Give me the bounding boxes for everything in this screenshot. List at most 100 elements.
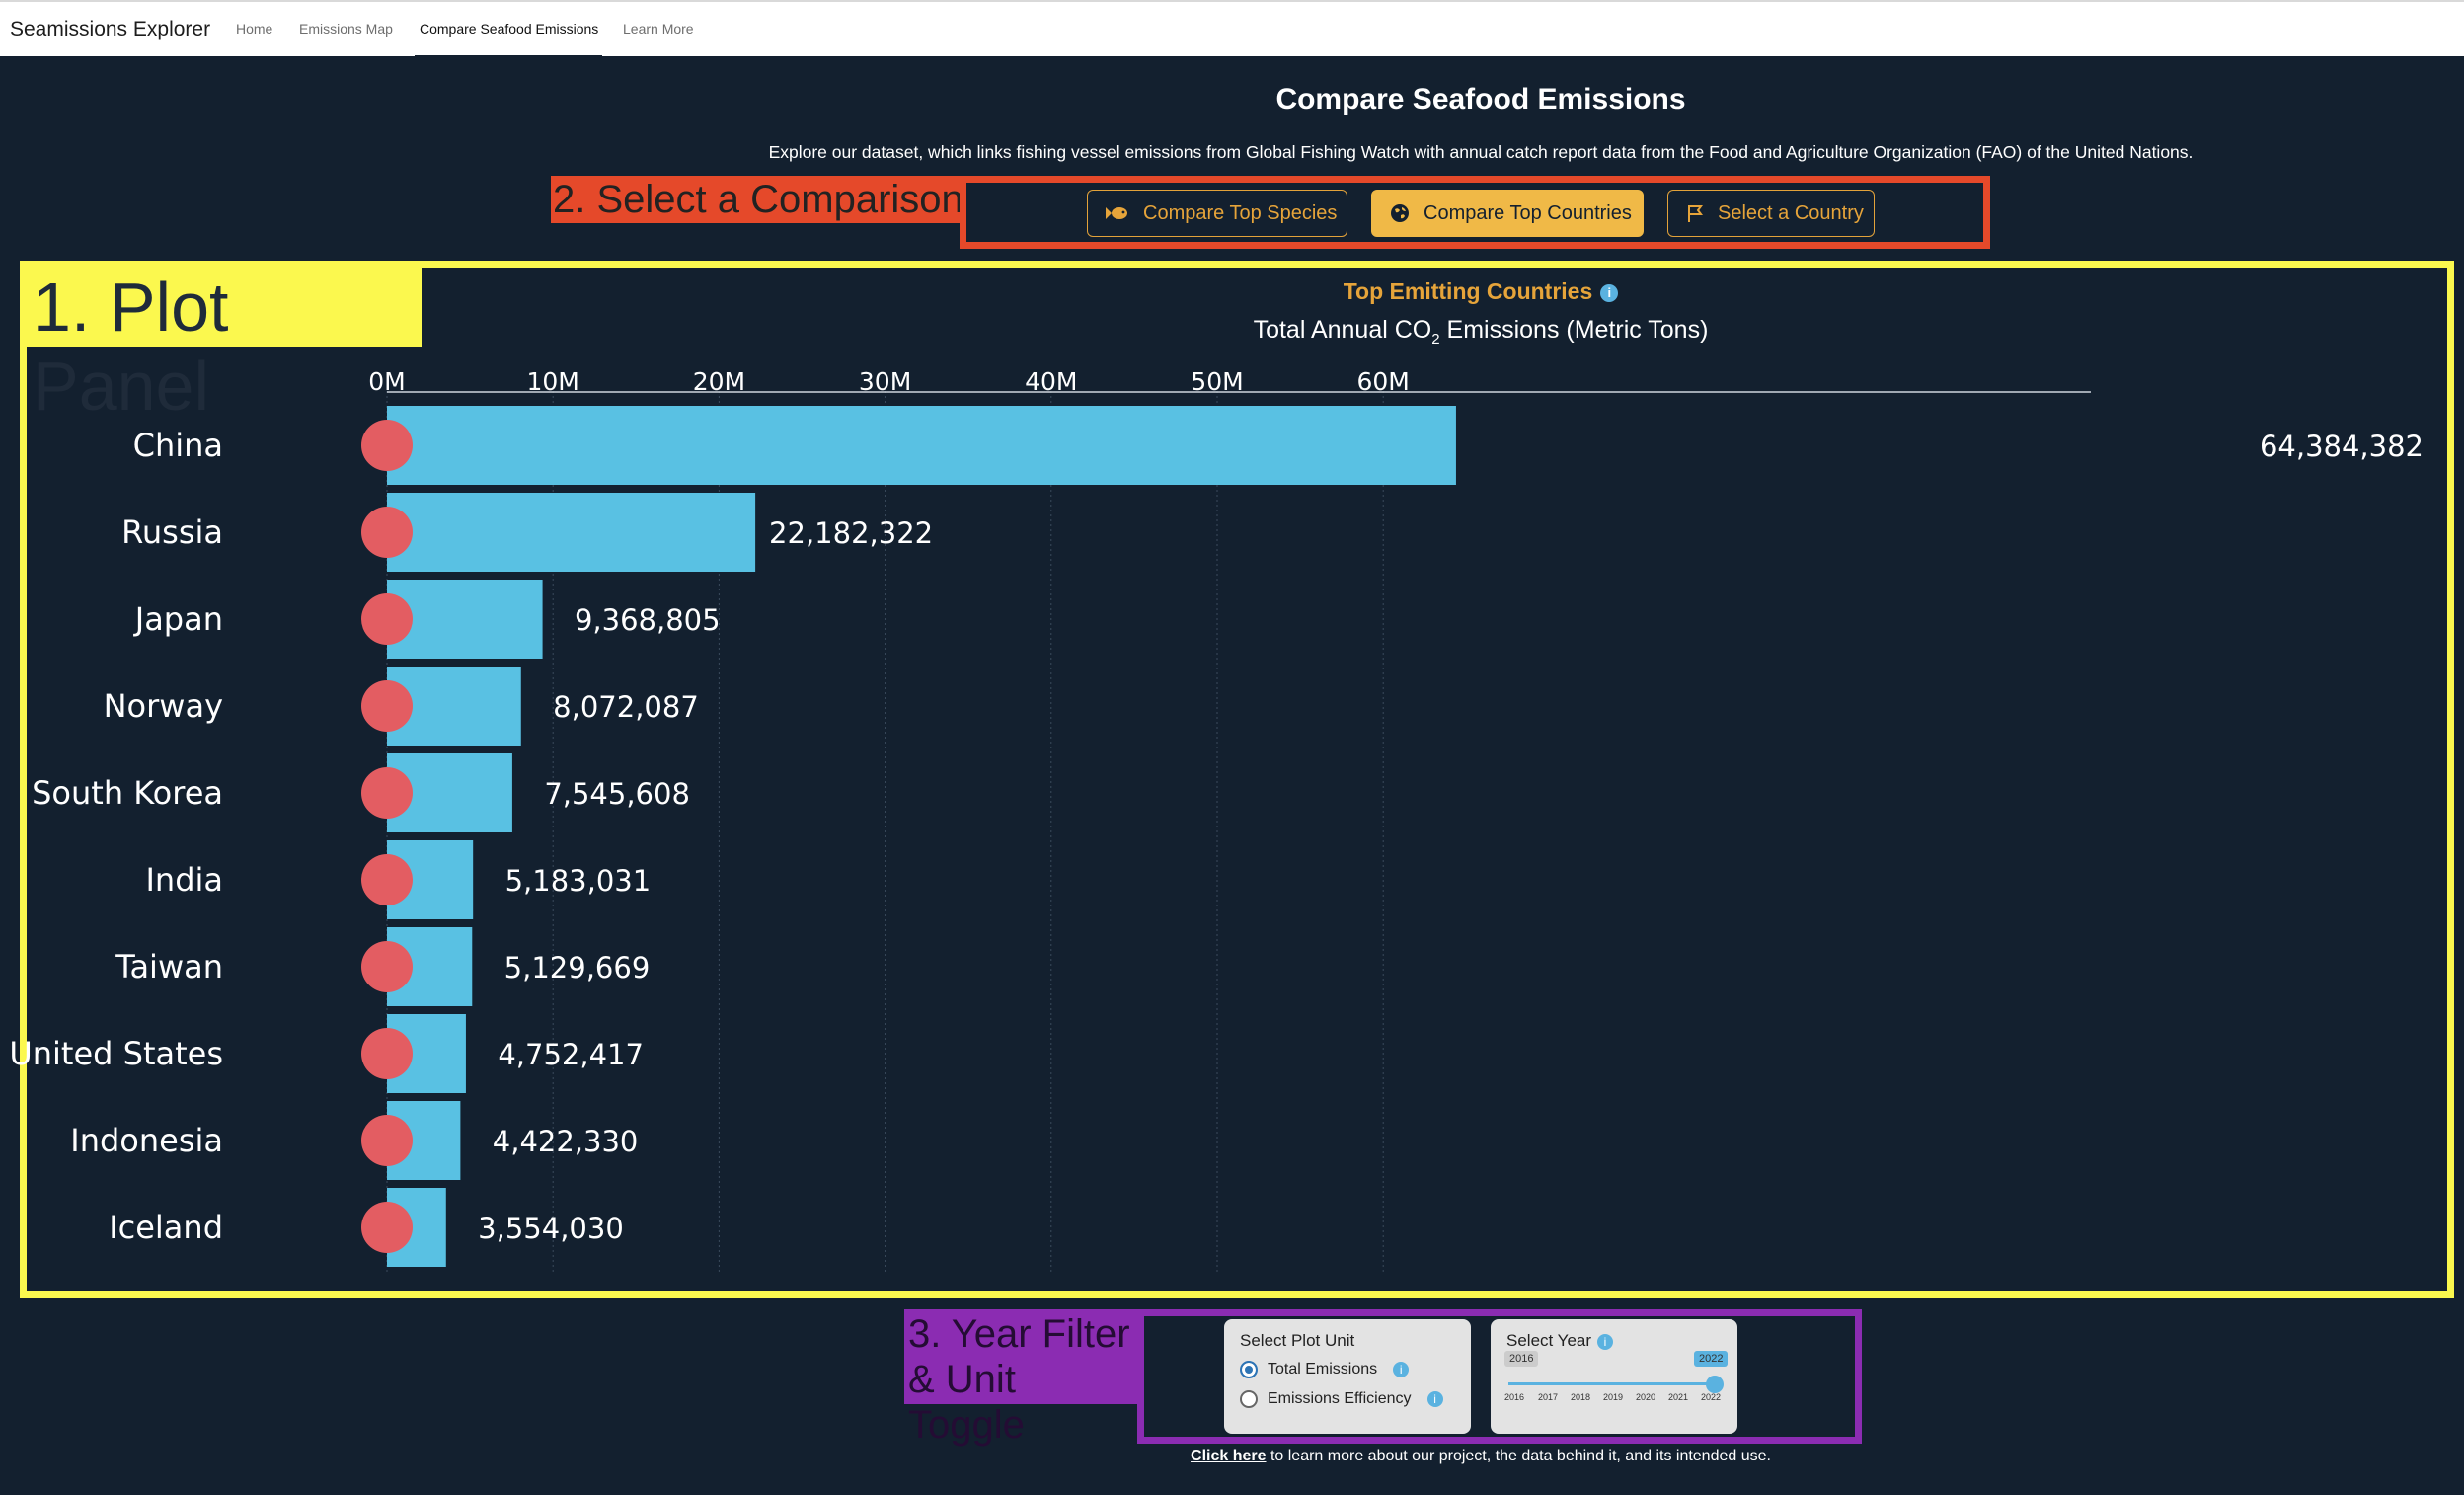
radio-emissions-efficiency[interactable]: [1240, 1390, 1258, 1408]
info-icon[interactable]: i: [1393, 1362, 1410, 1377]
category-label: Indonesia: [70, 1122, 223, 1159]
category-label: Iceland: [109, 1209, 223, 1246]
unit-option-total[interactable]: Total Emissions i: [1240, 1361, 1410, 1378]
annotation-year-filter: 3. Year Filter & Unit Toggle: [904, 1309, 1141, 1447]
info-icon[interactable]: i: [1426, 1391, 1443, 1407]
chart-subtitle-pre: Total Annual CO: [1253, 316, 1432, 344]
annotation-box-plot-panel: [20, 261, 2454, 1298]
flag-icon: [1688, 205, 1703, 222]
value-label: 4,422,330: [493, 1125, 639, 1158]
year-tick: 2022: [1701, 1392, 1722, 1402]
x-tick-label: 10M: [527, 367, 579, 396]
bar: [387, 580, 543, 659]
year-slider-track[interactable]: [1508, 1382, 1716, 1385]
year-tick: 2017: [1538, 1392, 1559, 1402]
unit-option-efficiency-label: Emissions Efficiency: [1268, 1390, 1412, 1407]
year-tick: 2018: [1571, 1392, 1591, 1402]
year-tick: 2020: [1636, 1392, 1656, 1402]
compare-top-species-button[interactable]: Compare Top Species: [1087, 190, 1348, 237]
flag-icon: [361, 767, 413, 819]
value-label: 9,368,805: [575, 603, 721, 637]
chart-subtitle: Total Annual CO2 Emissions (Metric Tons): [1086, 316, 1876, 348]
top-navbar: Seamissions Explorer Home Emissions Map …: [0, 0, 2464, 58]
radio-total-emissions[interactable]: [1240, 1361, 1258, 1378]
annotation-year-filter-line2: & Unit Toggle: [908, 1358, 1025, 1447]
year-title-text: Select Year: [1506, 1331, 1592, 1350]
category-label: Taiwan: [115, 948, 223, 985]
globe-icon: [1391, 204, 1409, 222]
x-tick-label: 60M: [1357, 367, 1410, 396]
footer-note: Click here to learn more about our proje…: [888, 1448, 2073, 1465]
chart-subtitle-post: Emissions (Metric Tons): [1439, 316, 1709, 344]
nav-compare-seafood-emissions[interactable]: Compare Seafood Emissions: [420, 21, 599, 37]
fish-icon: [1106, 207, 1127, 219]
learn-more-link[interactable]: Click here: [1191, 1448, 1267, 1464]
flag-icon: [361, 854, 413, 905]
page-subtitle: Explore our dataset, which links fishing…: [768, 142, 2194, 162]
nav-emissions-map[interactable]: Emissions Map: [299, 21, 393, 37]
year-tick: 2016: [1504, 1392, 1525, 1402]
category-label: China: [133, 427, 223, 464]
flag-icon: [361, 593, 413, 645]
year-selected-chip: 2022: [1694, 1351, 1729, 1367]
x-tick-label: 20M: [693, 367, 745, 396]
annotation-box-year-filter: [1137, 1309, 1862, 1444]
year-slider-handle[interactable]: [1706, 1376, 1724, 1393]
value-label: 5,129,669: [504, 951, 651, 984]
chart-title: Top Emitting Countries i: [1086, 278, 1876, 305]
value-label: 8,072,087: [553, 690, 699, 724]
flag-icon: [361, 1202, 413, 1253]
brand-title[interactable]: Seamissions Explorer: [10, 18, 211, 40]
category-label: Norway: [104, 687, 223, 725]
annotation-plot-panel: 1. Plot Panel: [27, 268, 422, 425]
category-label: Russia: [121, 513, 223, 551]
unit-option-total-label: Total Emissions: [1268, 1361, 1378, 1377]
value-label: 4,752,417: [498, 1038, 644, 1071]
bar: [387, 493, 756, 572]
info-icon[interactable]: i: [1597, 1334, 1614, 1350]
flag-icon: [361, 1028, 413, 1079]
x-tick-label: 30M: [859, 367, 911, 396]
bar-chart: 0M 10M 20M 30M 40M 50M 60M China 64,384,382 Russi…: [9, 367, 2424, 1274]
year-tick: 2019: [1603, 1392, 1624, 1402]
value-label: 3,554,030: [478, 1212, 624, 1245]
compare-top-countries-label: Compare Top Countries: [1424, 201, 1632, 224]
year-title: Select Year i: [1506, 1331, 1614, 1351]
nav-home[interactable]: Home: [236, 21, 273, 37]
footer-rest: to learn more about our project, the dat…: [1266, 1448, 1771, 1464]
chart-subtitle-sub: 2: [1431, 331, 1440, 348]
plot-unit-panel: Select Plot Unit Total Emissions i Emiss…: [1224, 1319, 1471, 1434]
flag-icon: [361, 507, 413, 558]
annotation-box-select-comparison: [960, 176, 1990, 249]
active-nav-underline: [415, 55, 602, 58]
info-icon[interactable]: i: [1600, 284, 1619, 302]
chart-title-text: Top Emitting Countries: [1343, 278, 1593, 304]
x-tick-label: 40M: [1025, 367, 1077, 396]
year-tick: 2021: [1668, 1392, 1689, 1402]
category-label: India: [145, 861, 223, 899]
annotation-year-filter-line1: 3. Year Filter: [908, 1312, 1130, 1356]
value-label: 64,384,382: [2260, 430, 2424, 463]
compare-top-countries-button[interactable]: Compare Top Countries: [1371, 190, 1644, 237]
select-country-button[interactable]: Select a Country: [1667, 190, 1875, 237]
page-title: Compare Seafood Emissions: [1275, 83, 1686, 116]
nav-learn-more[interactable]: Learn More: [623, 21, 694, 37]
year-min-chip: 2016: [1504, 1351, 1539, 1367]
plot-unit-title: Select Plot Unit: [1240, 1331, 1355, 1350]
unit-option-efficiency[interactable]: Emissions Efficiency i: [1240, 1390, 1443, 1408]
x-tick-label: 50M: [1191, 367, 1243, 396]
year-panel: Select Year i 2016 2022 2016 2017 2018 20…: [1491, 1319, 1737, 1434]
compare-top-species-label: Compare Top Species: [1143, 201, 1338, 224]
category-label: Japan: [133, 600, 223, 638]
value-label: 22,182,322: [769, 516, 933, 550]
value-label: 7,545,608: [544, 777, 690, 811]
annotation-select-comparison: 2. Select a Comparison: [551, 176, 963, 223]
category-label: South Korea: [32, 774, 223, 812]
flag-icon: [361, 420, 413, 471]
x-tick-label: 0M: [368, 367, 405, 396]
value-label: 5,183,031: [505, 864, 652, 898]
flag-icon: [361, 941, 413, 992]
category-label: United States: [9, 1035, 223, 1072]
flag-icon: [361, 1115, 413, 1166]
select-country-label: Select a Country: [1718, 201, 1864, 224]
